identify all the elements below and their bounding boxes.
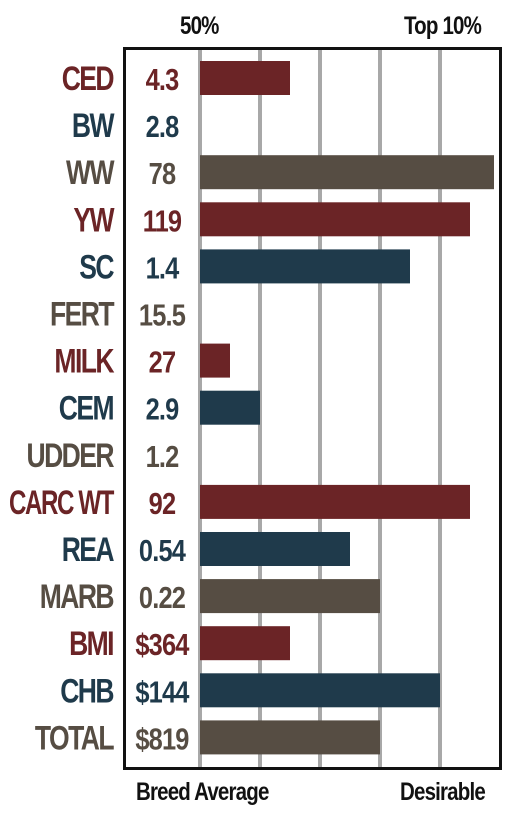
category-label-milk: MILK	[54, 342, 114, 380]
category-labels: CED BW WW YW SC FERT MILK CEM UDDER CARC WT REA MAR…	[9, 60, 116, 757]
value-label-cem: 2.9	[146, 392, 179, 427]
value-label-chb: $144	[135, 675, 189, 710]
bottom-label-desirable: Desirable	[400, 778, 486, 806]
category-label-fert: FERT	[50, 295, 115, 333]
category-label-ced: CED	[62, 60, 114, 98]
bar-cem	[200, 390, 260, 425]
bar-milk	[200, 343, 230, 378]
value-label-ww: 78	[149, 157, 176, 192]
value-label-total: $819	[135, 722, 188, 757]
category-label-rea: REA	[62, 531, 115, 569]
value-label-marb: 0.22	[139, 581, 185, 616]
value-labels: 4.3 2.8 78 119 1.4 15.5 27 2.9 1.2 92 0.54 0.22 $364…	[135, 63, 190, 757]
bar-rea	[200, 532, 350, 566]
category-label-cem: CEM	[59, 390, 114, 428]
value-label-yw: 119	[143, 204, 182, 239]
category-label-udder: UDDER	[27, 437, 115, 475]
bar-total	[200, 720, 380, 755]
bar-sc	[200, 249, 410, 284]
bottom-label-breed-average: Breed Average	[136, 778, 269, 806]
bar-ww	[200, 155, 494, 190]
category-label-yw: YW	[73, 201, 114, 239]
value-label-carc-wt: 92	[149, 487, 176, 522]
category-label-bmi: BMI	[69, 625, 113, 663]
value-label-sc: 1.4	[146, 251, 180, 286]
bar-bmi	[200, 626, 290, 661]
category-label-chb: CHB	[60, 672, 113, 710]
category-label-bw: BW	[72, 107, 115, 145]
bar-yw	[200, 202, 470, 237]
bars	[200, 61, 494, 755]
value-label-ced: 4.3	[146, 63, 179, 98]
category-label-sc: SC	[79, 248, 114, 286]
bar-chb	[200, 673, 440, 708]
value-label-bmi: $364	[135, 628, 189, 663]
category-label-marb: MARB	[40, 578, 114, 616]
top-label-50: 50%	[180, 12, 219, 40]
value-label-rea: 0.54	[139, 534, 186, 569]
plot-frame	[123, 47, 502, 770]
value-label-udder: 1.2	[146, 439, 179, 474]
value-label-fert: 15.5	[139, 298, 185, 333]
value-label-milk: 27	[149, 345, 176, 380]
value-label-bw: 2.8	[146, 110, 179, 145]
category-label-ww: WW	[66, 154, 115, 192]
category-label-carc-wt: CARC WT	[9, 484, 114, 522]
top-label-top10: Top 10%	[404, 12, 482, 40]
bar-carc-wt	[200, 484, 470, 519]
bar-marb	[200, 579, 380, 614]
category-label-total: TOTAL	[35, 719, 114, 757]
bar-ced	[200, 61, 290, 95]
